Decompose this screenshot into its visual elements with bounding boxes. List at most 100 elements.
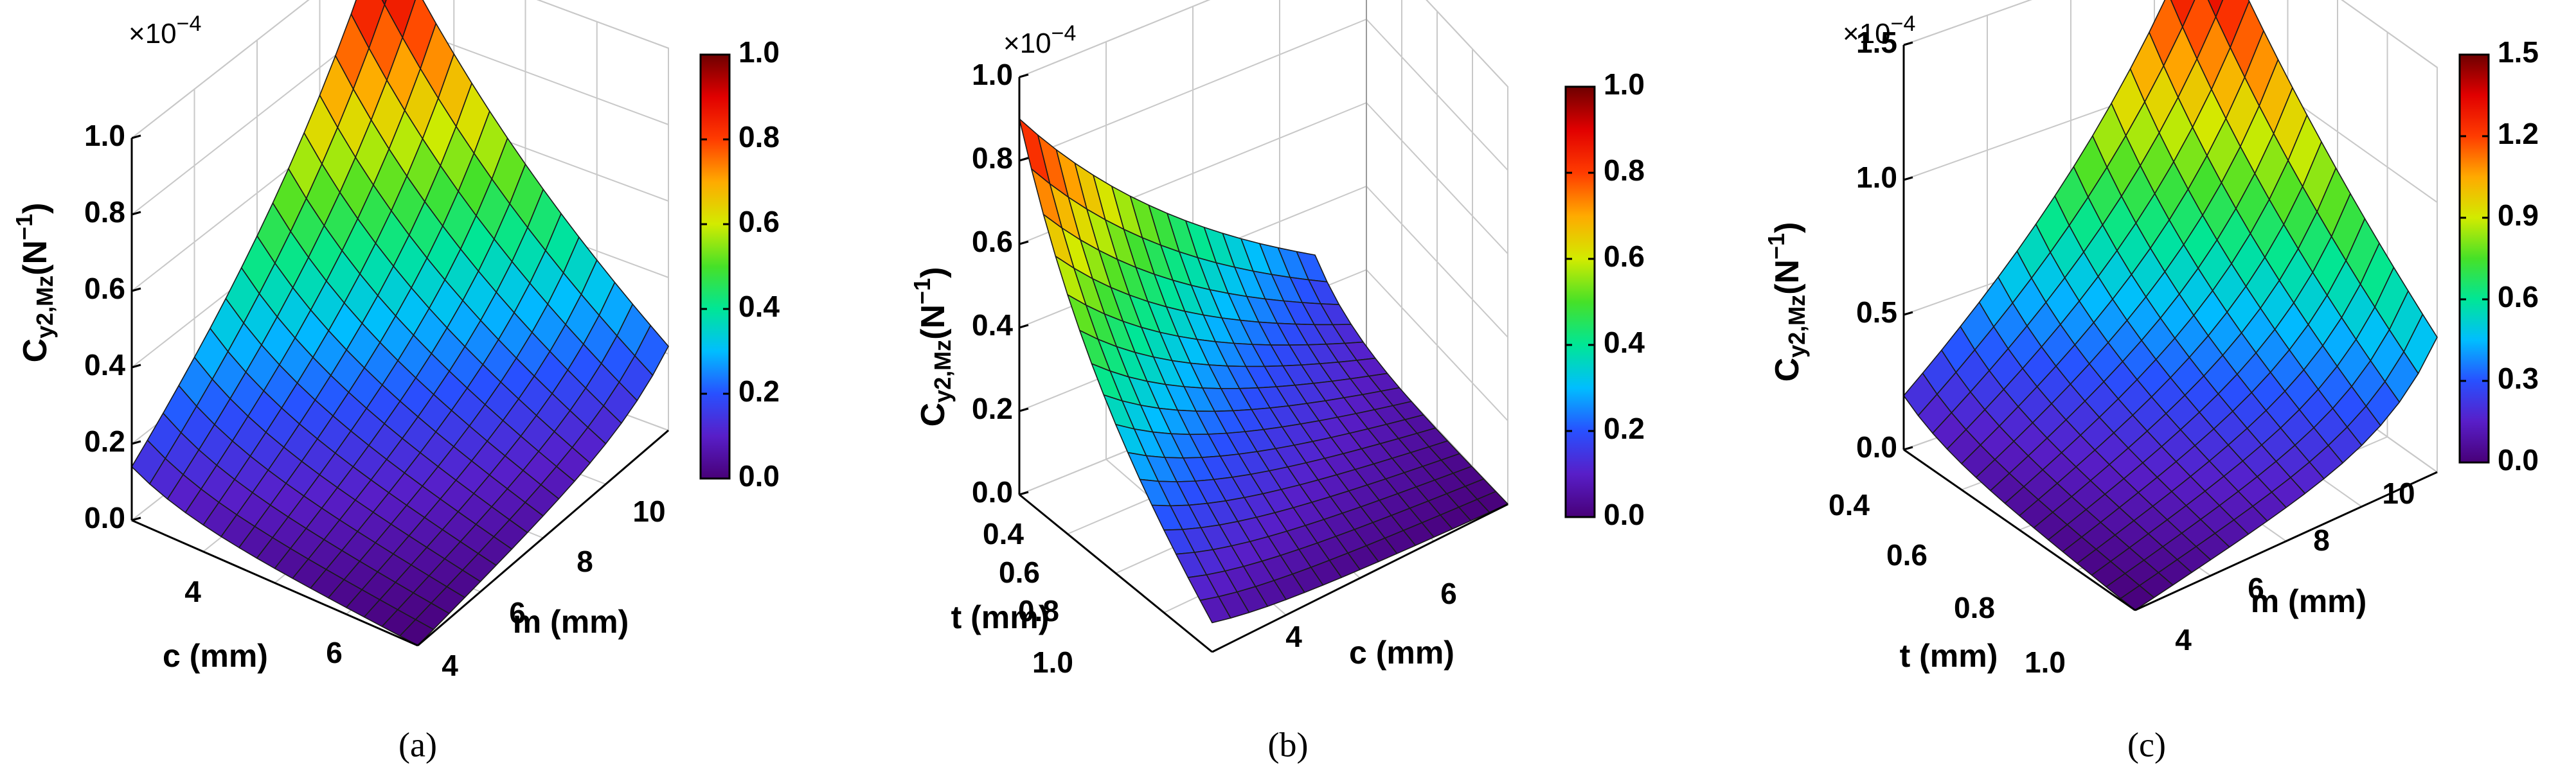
axes-b: 0.00.20.40.60.81.0×10−4Cy2,Mz(N−1)0.40.6… [909,21,1508,679]
axis2-tick-label: 10 [2382,477,2415,510]
z-tick-label: 0.8 [84,195,125,229]
multiplier-exponent: −4 [177,12,202,36]
axis2-tick-label: 4 [2175,623,2192,656]
zlabel-close: ) [915,267,952,278]
colorbar-tick-label: 0.6 [2498,280,2539,313]
axis1-tick-label: 0.6 [999,556,1040,589]
colorbar-tick-label: 0.6 [1604,240,1645,273]
z-gridline [1903,0,2438,68]
z-tick [1019,491,1029,496]
z-tick-label: 1.0 [1856,161,1897,194]
chart-panel-b: 0.0 0.2 0.4 0.6 0.8 1.0 ×10−4 Cy2,Mz(N−1) 0.4 0.6… [859,0,1717,783]
z-tick [1019,324,1029,329]
panel-caption: (b) [1268,725,1309,764]
zlabel-subscript: y2,Mz [929,340,956,403]
colorbar-a: 0.0 0.2 0.4 0.6 0.8 1.0 [699,35,780,493]
colorbar-strip [1564,85,1596,518]
z-tick [131,287,141,292]
surface-c [1903,0,2438,611]
z-tick-label: 0.5 [1856,295,1897,329]
axis1-tick-label: 0.4 [1829,488,1870,522]
multiplier-base: ×10 [1843,18,1891,49]
z-gridline [1019,0,1508,87]
colorbar-tick-label: 1.2 [2498,117,2539,150]
colorbar-tick-label: 0.8 [1604,154,1645,187]
axis1-tick-label: 1.0 [1032,646,1073,679]
zlabel-unit-exponent: −1 [909,278,935,304]
axis2-tick-label: 4 [442,649,458,682]
multiplier-exponent: −4 [1891,12,1916,36]
axes-a: 0.0 0.2 0.4 0.6 0.8 1.0 ×10−4 Cy2,Mz(N−1) 4 6 c (m… [11,12,669,682]
axis1-line [131,519,418,647]
axis2-tick-label: 8 [2313,523,2330,557]
zlabel-main: C [915,403,952,427]
z-gridline [131,0,669,139]
colorbar-tick-label: 0.9 [2498,198,2539,232]
z-tick-label: 0.2 [84,425,125,458]
surface-a [131,0,669,646]
colorbar-tick-label: 0.4 [1604,326,1645,359]
surface-chart-a: 0.0 0.2 0.4 0.6 0.8 1.0 ×10−4 Cy2,Mz(N−1) 4 6 c (m… [11,0,780,764]
multiplier-base: ×10 [129,18,177,49]
colorbar-tick-label: 0.3 [2498,362,2539,395]
axis1-line [1019,493,1213,653]
surface-cell [399,619,434,646]
zlabel-subscript: y2,Mz [31,276,58,339]
axis2-line [2134,471,2438,611]
multiplier-label: ×10−4 [129,12,201,49]
surface-chart-c: 0.0 0.5 1.0 1.5 ×10−4 Cy2,Mz(N−1) 0.4 0.6 0.8 1.0… [1763,0,2539,764]
surface-cell [1199,596,1231,624]
axis1-tick-label: 6 [326,636,343,669]
zlabel-subscript: y2,Mz [1784,295,1810,358]
colorbar-c: 0.0 0.3 0.6 0.9 1.2 1.5 [2458,35,2539,477]
axes-c: 0.0 0.5 1.0 1.5×10−4 Cy2,Mz(N−1) 0.4 0.6 0.8 1.0… [1763,12,2438,679]
axis1-label: c (mm) [163,638,268,674]
z-tick-label: 0.6 [972,225,1013,258]
zlabel-unit: (N [1769,260,1806,295]
z-tick-label: 0.4 [972,308,1013,342]
z-tick [131,440,141,445]
axis1-tick-label: 0.8 [1018,594,1059,628]
multiplier-base: ×10 [1003,28,1051,59]
axis1-tick-label: 0.4 [983,517,1024,550]
colorbar-tick-label: 0.4 [738,290,780,323]
axis2-tick-label: 8 [577,545,593,578]
z-tick-label: 0.6 [84,272,125,305]
colorbar-tick-label: 0.0 [1604,498,1645,531]
z-tick [131,211,141,216]
z-tick [1903,41,1913,46]
zlabel-unit-exponent: −1 [1763,233,1789,260]
axis2-tick-label: 6 [2248,572,2264,605]
chart-panel-a: 0.0 0.2 0.4 0.6 0.8 1.0 ×10−4 Cy2,Mz(N−1) 4 6 c (m… [0,0,859,783]
axis2-tick-label: 4 [1285,620,1302,653]
axis2-line [1212,503,1508,653]
axis1-tick-label: 0.8 [1954,591,1995,624]
z-tick [1019,407,1029,412]
colorbar-strip [699,53,731,480]
axis1-tick-label: 1.0 [2025,646,2066,679]
colorbar-tick-label: 1.5 [2498,35,2539,69]
z-axis-label: Cy2,Mz(N−1) [1763,222,1810,382]
axis1-line [1903,448,2136,611]
surface-b [1019,118,1508,624]
z-tick-label: 0.8 [972,141,1013,175]
zlabel-close: ) [17,203,54,214]
colorbar-tick-label: 0.2 [1604,412,1645,445]
axis2-label: m (mm) [2251,583,2367,619]
z-tick [1019,240,1029,245]
colorbar-b: 0.0 0.2 0.4 0.6 0.8 1.0 [1564,67,1645,531]
z-tick [1019,73,1029,78]
z-tick [1903,446,1913,451]
surface-cell [2120,585,2155,611]
axis2-line [417,429,669,647]
axis2-tick-label: 6 [509,596,526,629]
z-tick-label: 0.2 [972,392,1013,425]
z-tick-label: 0.0 [1856,430,1897,464]
z-axis-label: Cy2,Mz(N−1) [909,267,956,427]
colorbar-tick-label: 0.8 [738,120,780,154]
z-tick-label: 1.0 [972,58,1013,91]
colorbar-tick-label: 0.0 [738,459,780,493]
zlabel-main: C [1769,358,1806,382]
surface-cell [2207,0,2224,18]
chart-panel-c: 0.0 0.5 1.0 1.5 ×10−4 Cy2,Mz(N−1) 0.4 0.6 0.8 1.0… [1717,0,2576,783]
